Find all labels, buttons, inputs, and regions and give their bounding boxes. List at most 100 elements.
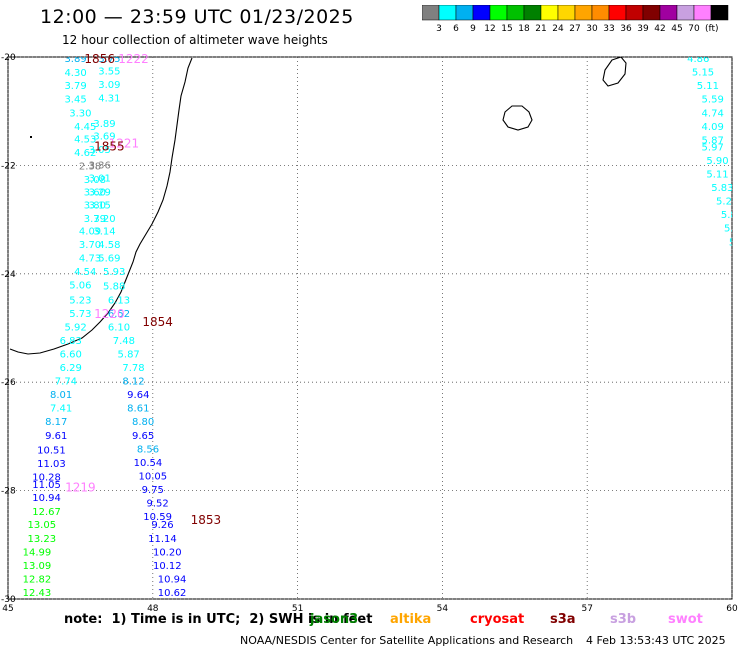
wave-height-label: 10.28 [32, 473, 61, 484]
wave-height-label: 9.64 [127, 390, 149, 401]
color-scale-legend: 3 6 9 12 15 18 21 24 27 30 33 36 39 42 45 70 (ft) [422, 5, 729, 34]
wave-height-label: 3.09 [98, 80, 120, 91]
wave-height-label: 12.82 [23, 574, 52, 585]
wave-height-label: 10.51 [37, 445, 66, 456]
scale-tick-label: 24 [552, 24, 564, 34]
wave-height-label: 4.73 [79, 254, 101, 265]
wave-height-label: 13.05 [27, 520, 56, 531]
axis-tick-labels: 45 48 51 54 57 60 -20 -22 -24 -26 -28 -30 [1, 53, 738, 614]
wave-height-label: 8.01 [50, 390, 72, 401]
wave-height-label: 10.94 [158, 574, 187, 585]
scale-tick-label: 18 [518, 24, 530, 34]
wave-height-label: 9.26 [151, 520, 173, 531]
wave-height-label: 3.29 [89, 187, 111, 198]
x-tick-label: 60 [726, 604, 738, 614]
pass-time-label: 1854 [142, 315, 173, 329]
wave-height-label: 7.78 [122, 363, 144, 374]
wave-height-label: 4.62 [74, 148, 96, 159]
wave-height-label: 3.79 [64, 81, 86, 92]
wave-height-label: 13.09 [23, 561, 52, 572]
mauritius-island [602, 57, 627, 87]
page-subtitle: 12 hour collection of altimeter wave hei… [62, 33, 328, 47]
x-tick-label: 45 [2, 604, 13, 614]
wave-height-label: 6.52 [108, 309, 130, 320]
scale-tick-label: 6 [453, 24, 459, 34]
wave-height-label: 4.53 [74, 134, 96, 145]
wave-height-label: 3.69 [93, 132, 115, 143]
pass-time-label: 1222 [118, 52, 149, 66]
footer-note: note: 1) Time is in UTC; 2) SWH is in fe… [64, 612, 373, 627]
wave-height-label: 5.11 [706, 170, 728, 181]
wave-height-label: 3.01 [89, 173, 111, 184]
wave-height-label: 6.13 [108, 295, 130, 306]
wave-height-label: 10.62 [158, 588, 187, 599]
wave-height-label: 3.14 [93, 226, 115, 237]
x-tick-label: 57 [581, 604, 592, 614]
wave-height-label: 5.3 [724, 224, 740, 235]
wave-height-label: 3.89 [64, 54, 86, 65]
wave-height-label: 10.59 [143, 512, 172, 523]
wave-height-label: 5. [732, 264, 740, 275]
scale-tick-label: 3 [436, 24, 442, 34]
wave-height-label: 10.20 [153, 547, 182, 558]
satellite-legend-item: cryosat [470, 612, 525, 627]
wave-height-label: 3.05 [89, 145, 111, 156]
y-tick-label: -30 [1, 595, 16, 605]
wave-height-label: 2.38 [79, 161, 101, 172]
satellite-legend-item: swot [668, 612, 703, 627]
wave-height-label: 3.60 [84, 187, 106, 198]
wave-height-label: 4.54 [74, 267, 96, 278]
wave-height-label: 5.11 [697, 81, 719, 92]
reunion-island [502, 105, 533, 131]
scale-tick-label: 15 [501, 24, 512, 34]
wave-height-label: 8.80 [132, 417, 154, 428]
plot-frame [7, 56, 733, 600]
wave-height-label: 3.30 [69, 108, 91, 119]
y-tick-label: -20 [1, 53, 16, 63]
x-tick-label: 54 [437, 604, 449, 614]
wave-height-label: 12.43 [23, 588, 52, 599]
wave-height-label: 3.70 [79, 240, 101, 251]
wave-height-label: 13.23 [27, 534, 56, 545]
wave-height-label: 4.31 [98, 94, 120, 105]
wave-height-label: 5.1 [729, 237, 740, 248]
madagascar-coastline [9, 57, 193, 355]
wave-height-label: 7.48 [113, 336, 135, 347]
scale-tick-label: 39 [637, 24, 649, 34]
wave-height-label: 5.93 [103, 267, 125, 278]
wave-height-label: 6.29 [60, 363, 82, 374]
wave-height-label: 6.60 [60, 349, 82, 360]
wave-height-label: 10.12 [153, 561, 182, 572]
scale-tick-label: 12 [484, 24, 495, 34]
scale-tick-label: 27 [569, 24, 580, 34]
wave-height-label: 5.73 [69, 309, 91, 320]
wave-height-label: 6.10 [108, 322, 130, 333]
wave-height-label: 8.12 [122, 377, 144, 388]
wave-height-label: 11.05 [32, 480, 61, 491]
wave-height-label: 9.65 [132, 431, 154, 442]
wave-height-label: 5.15 [692, 68, 714, 79]
wave-height-label: 12.67 [32, 507, 61, 518]
wave-height-label: 5.87 [118, 349, 140, 360]
pass-time-label: 1856 [84, 52, 115, 66]
x-tick-label: 48 [147, 604, 159, 614]
wave-height-label: 4.45 [74, 122, 96, 133]
scale-tick-label: 70 [688, 24, 700, 34]
pass-time-labels: 1856122212211855122018541219185323071 [65, 52, 221, 527]
wave-height-label: 7.74 [55, 377, 77, 388]
scale-tick-label: 33 [603, 24, 614, 34]
wave-height-label: 9.61 [45, 431, 67, 442]
y-tick-label: -24 [1, 270, 16, 280]
wave-height-label: 8.17 [45, 417, 67, 428]
wave-height-label: 3.55 [98, 67, 120, 78]
islet [30, 136, 32, 138]
wave-height-label: 3.15 [89, 200, 111, 211]
wave-height-label: 3.45 [64, 95, 86, 106]
satellite-legend-item: s3b [610, 612, 637, 627]
wave-height-label: 10.05 [138, 471, 167, 482]
wave-height-label: 9.52 [146, 499, 168, 510]
wave-height-label: 3.36 [89, 160, 111, 171]
wave-height-label: 5.88 [103, 282, 125, 293]
scale-tick-label: 45 [671, 24, 682, 34]
